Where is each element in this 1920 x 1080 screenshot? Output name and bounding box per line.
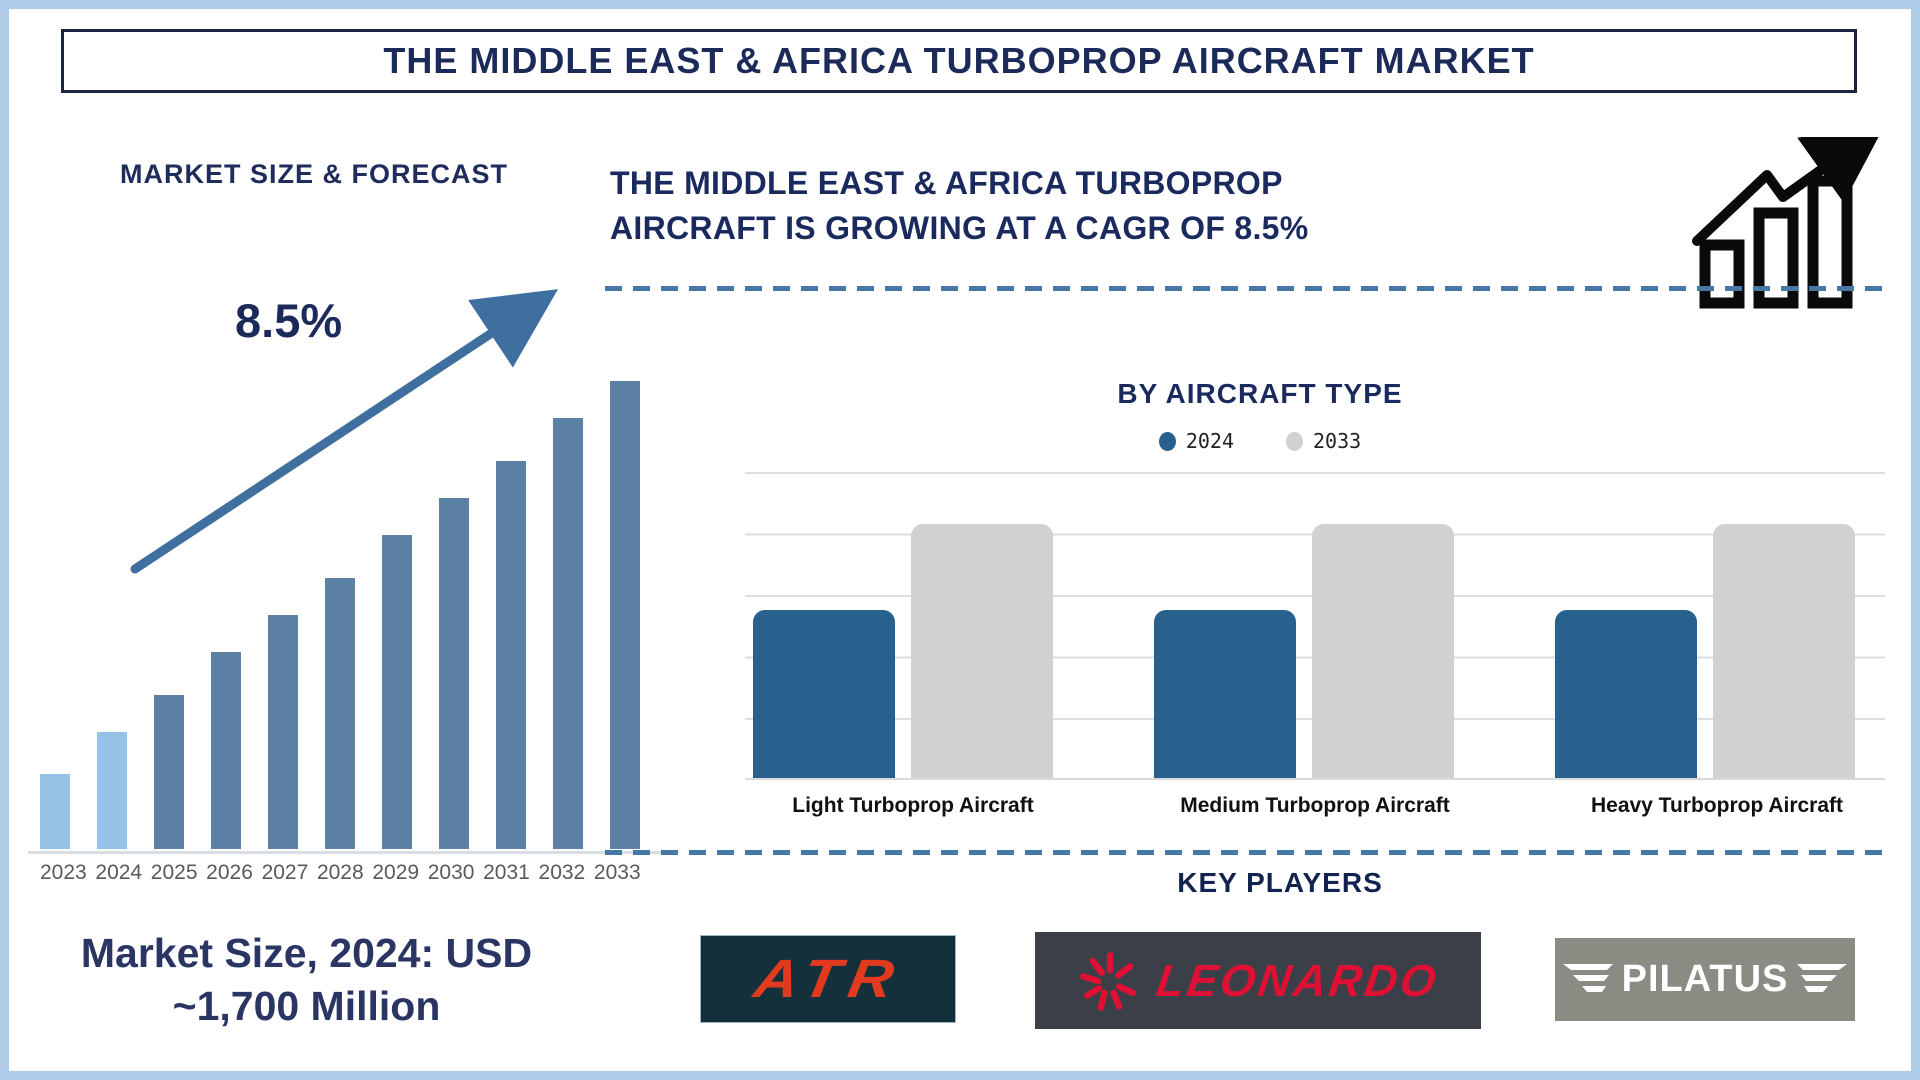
- bar-2024-light: [753, 610, 895, 778]
- forecast-bar-column: [496, 461, 526, 849]
- forecast-year-label: 2030: [427, 861, 475, 884]
- forecast-bar-2028: [325, 578, 355, 849]
- aircraft-type-labels: Light Turboprop Aircraft Medium Turboprop…: [745, 794, 1885, 818]
- legend-swatch-2033: [1286, 431, 1303, 451]
- legend-swatch-2024: [1158, 431, 1176, 451]
- market-forecast-chart: 8.5% 2023 2024 2025 2026 2027 2028 2029 2030 203…: [28, 289, 662, 885]
- forecast-bar-2029: [382, 535, 412, 849]
- forecast-bar-2025: [154, 695, 184, 849]
- aircraft-type-chart: [745, 472, 1885, 780]
- forecast-bar-column: [325, 578, 355, 849]
- forecast-year-label: 2029: [372, 861, 420, 884]
- growth-statement: THE MIDDLE EAST & AFRICA TURBOPROP AIRCR…: [610, 165, 1309, 247]
- forecast-year-label: 2024: [95, 861, 143, 884]
- market-forecast-heading: MARKET SIZE & FORECAST: [119, 159, 508, 189]
- forecast-year-label: 2025: [150, 861, 198, 884]
- aircraft-type-label: Heavy Turboprop Aircraft: [1590, 794, 1844, 817]
- forecast-bar-column: [610, 381, 640, 849]
- forecast-year-labels: 2023 2024 2025 2026 2027 2028 2029 2030 2031 2032…: [40, 849, 641, 885]
- bar-2024-heavy: [1555, 610, 1697, 778]
- bar-2033-medium: [1312, 524, 1454, 778]
- title-banner: THE MIDDLE EAST & AFRICA TURBOPROP AIRCR…: [61, 29, 1857, 93]
- forecast-bar-2026: [211, 652, 241, 849]
- dashed-divider-top: [605, 286, 1885, 291]
- atr-wordmark: ATR: [749, 949, 907, 1009]
- forecast-year-label: 2033: [593, 861, 641, 884]
- market-size-note: Market Size, 2024: USD ~1,700 Million: [9, 927, 604, 1034]
- legend-item-2033: 2033: [1286, 429, 1361, 453]
- aircraft-type-group: [1154, 524, 1454, 778]
- forecast-bar-2032: [553, 418, 583, 849]
- dashed-divider-bottom: [605, 850, 1885, 855]
- forecast-bar-2031: [496, 461, 526, 849]
- forecast-bars: [40, 381, 640, 849]
- forecast-bar-2027: [268, 615, 298, 849]
- forecast-bar-column: [439, 498, 469, 849]
- forecast-year-label: 2032: [538, 861, 586, 884]
- forecast-bar-2033: [610, 381, 640, 849]
- forecast-year-label: 2031: [483, 861, 530, 884]
- forecast-bar-2024: [97, 732, 127, 849]
- market-size-line2: ~1,700 Million: [172, 983, 441, 1030]
- forecast-bar-column: [40, 774, 70, 849]
- aircraft-type-group: [753, 524, 1053, 778]
- logo-leonardo: LEONARDO: [1035, 932, 1481, 1029]
- forecast-bar-column: [553, 418, 583, 849]
- forecast-bar-column: [268, 615, 298, 849]
- leonardo-wordmark: LEONARDO: [1153, 954, 1443, 1006]
- forecast-year-label: 2027: [261, 861, 309, 884]
- legend-item-2024: 2024: [1158, 429, 1234, 453]
- forecast-bar-column: [97, 732, 127, 849]
- cagr-annotation: 8.5%: [235, 294, 343, 347]
- forecast-year-label: 2026: [206, 861, 253, 884]
- forecast-year-label: 2028: [316, 861, 364, 884]
- pilatus-wings-icon: [1562, 963, 1613, 992]
- aircraft-type-heading: BY AIRCRAFT TYPE: [1117, 378, 1403, 409]
- pilatus-wings-icon: [1797, 963, 1848, 992]
- page-title: THE MIDDLE EAST & AFRICA TURBOPROP AIRCR…: [383, 40, 1535, 81]
- forecast-baseline: [28, 851, 662, 854]
- legend-label: 2033: [1313, 429, 1362, 453]
- logo-atr: ATR: [700, 935, 956, 1023]
- legend-label: 2024: [1185, 429, 1234, 453]
- aircraft-type-label: Medium Turboprop Aircraft: [1180, 794, 1450, 817]
- forecast-bar-2023: [40, 774, 70, 849]
- forecast-bar-2030: [439, 498, 469, 849]
- bar-2033-heavy: [1713, 524, 1855, 778]
- pilatus-wordmark: PILATUS: [1621, 958, 1789, 1000]
- bar-2033-light: [911, 524, 1053, 778]
- key-players-heading: KEY PLAYERS: [1177, 867, 1383, 898]
- aircraft-type-label: Light Turboprop Aircraft: [792, 794, 1034, 817]
- forecast-bar-column: [382, 535, 412, 849]
- forecast-year-label: 2023: [40, 861, 87, 884]
- forecast-bar-column: [211, 652, 241, 849]
- aircraft-type-group: [1555, 524, 1855, 778]
- bar-2024-medium: [1154, 610, 1296, 778]
- market-size-line1: Market Size, 2024: USD: [80, 930, 533, 976]
- growth-chart-icon: [1692, 137, 1886, 309]
- forecast-bar-column: [154, 695, 184, 849]
- aircraft-type-legend: 2024 2033: [950, 429, 1570, 453]
- leonardo-starburst-icon: [1080, 951, 1137, 1011]
- logo-pilatus: PILATUS: [1555, 938, 1855, 1021]
